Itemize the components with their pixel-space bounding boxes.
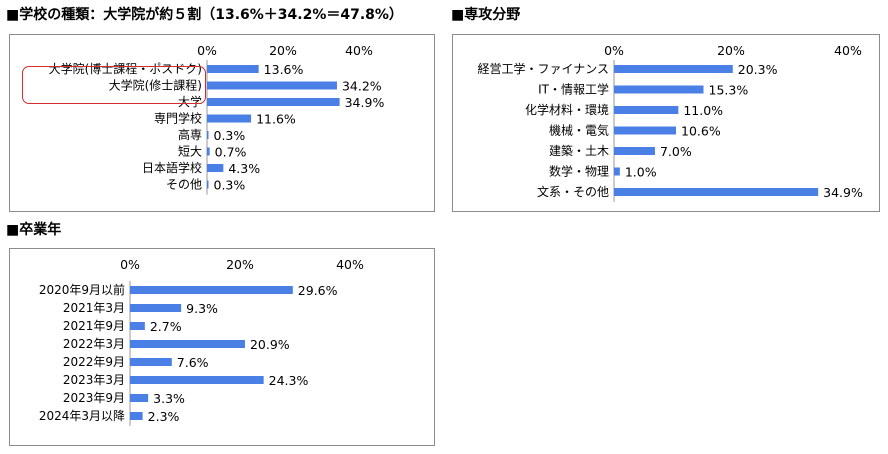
category-label: その他 — [166, 178, 202, 192]
bar — [207, 114, 252, 123]
bar — [614, 147, 655, 155]
chart-school-type: 0% 20% 40% 大学院(博士課程・ポスドク) 13.6% 大学院(修士課程) 34.2… — [49, 43, 385, 195]
data-label: 11.0% — [683, 103, 723, 118]
category-label: 短大 — [178, 145, 202, 159]
data-label: 0.3% — [214, 178, 246, 193]
x-tick-label: 20% — [226, 257, 254, 272]
chart-panel-graduation-year: 0% 20% 40% 2020年9月以前 29.6% 2021年3月 9.3% 2021年9月… — [9, 248, 435, 446]
category-label: IT・情報工学 — [538, 82, 609, 97]
bar — [207, 164, 224, 172]
bar — [130, 376, 264, 384]
category-label: 高専 — [178, 127, 202, 142]
data-label: 13.6% — [264, 62, 304, 77]
data-label: 7.6% — [177, 355, 209, 370]
data-label: 10.6% — [681, 124, 721, 139]
x-tick-label: 20% — [717, 43, 745, 58]
category-label: 数学・物理 — [549, 164, 609, 179]
category-label: 2023年9月 — [63, 391, 125, 405]
category-label: 日本語学校 — [142, 160, 202, 175]
bar — [207, 81, 337, 90]
x-tick-label: 40% — [336, 257, 364, 272]
bar — [614, 65, 733, 73]
category-label: 経営工学・ファイナンス — [477, 61, 609, 76]
category-label: 2022年9月 — [63, 355, 125, 369]
data-label: 34.9% — [345, 95, 385, 110]
data-label: 20.3% — [738, 62, 778, 77]
bar — [130, 412, 143, 420]
category-label: 建築・土木 — [549, 143, 609, 158]
bar — [130, 286, 293, 294]
chart-title-major: ■専攻分野 — [451, 7, 521, 23]
category-label: 2020年9月以前 — [39, 282, 125, 297]
category-label: 2022年3月 — [63, 337, 125, 351]
category-label: 機械・電気 — [549, 123, 609, 138]
data-label: 7.0% — [660, 144, 692, 159]
data-label: 11.6% — [256, 112, 296, 127]
bar — [614, 167, 620, 176]
category-label: 2024年3月以降 — [39, 409, 125, 423]
data-label: 34.2% — [342, 79, 382, 94]
x-tick-label: 0% — [120, 257, 140, 272]
chart-graduation-year: 0% 20% 40% 2020年9月以前 29.6% 2021年3月 9.3% 2021年9月… — [39, 257, 364, 426]
data-label: 15.3% — [709, 83, 749, 98]
chart-major: 0% 20% 40% 経営工学・ファイナンス 20.3% IT・情報工学 15.3% 化学材料… — [477, 43, 863, 202]
bar — [207, 131, 209, 139]
bar — [614, 126, 677, 135]
bar — [614, 85, 704, 94]
chart-panel-school-type: 0% 20% 40% 大学院(博士課程・ポスドク) 13.6% 大学院(修士課程) 34.2… — [9, 34, 435, 212]
data-label: 20.9% — [250, 337, 290, 352]
bar — [207, 98, 340, 106]
category-label: 専門学校 — [154, 111, 202, 126]
chart-title-school-type: ■学校の種類：大学院が約５割（13.6%＋34.2%＝47.8%） — [6, 7, 403, 23]
x-tick-label: 40% — [345, 43, 373, 58]
category-label: 大学院(修士課程) — [109, 78, 202, 93]
chart-title-graduation-year: ■卒業年 — [6, 222, 62, 238]
data-label: 3.3% — [153, 391, 185, 406]
bar — [614, 188, 819, 196]
data-label: 29.6% — [298, 283, 338, 298]
x-tick-label: 40% — [834, 43, 862, 58]
data-label: 9.3% — [186, 301, 218, 316]
data-label: 0.3% — [214, 128, 246, 143]
data-label: 34.9% — [823, 185, 863, 200]
highlight-box-graduate-school — [22, 66, 206, 104]
bar — [130, 304, 182, 312]
category-label: 大学 — [178, 94, 202, 109]
data-label: 0.7% — [215, 145, 247, 160]
category-label: 文系・その他 — [537, 184, 609, 199]
category-label: 2021年9月 — [63, 319, 125, 333]
bar — [207, 65, 259, 73]
bar — [130, 394, 149, 402]
chart-panel-major: 0% 20% 40% 経営工学・ファイナンス 20.3% IT・情報工学 15.3% 化学材料… — [452, 34, 880, 212]
bar — [130, 340, 245, 348]
category-label: 2023年3月 — [63, 373, 125, 387]
x-tick-label: 0% — [197, 43, 217, 58]
data-label: 2.7% — [150, 319, 182, 334]
x-tick-label: 0% — [604, 43, 624, 58]
category-label: 大学院(博士課程・ポスドク) — [49, 61, 202, 76]
bar — [130, 358, 172, 366]
data-label: 2.3% — [148, 409, 180, 424]
bar — [207, 147, 210, 156]
data-label: 1.0% — [625, 165, 657, 180]
bar — [207, 180, 209, 189]
category-label: 2021年3月 — [63, 301, 125, 315]
bar — [130, 322, 145, 330]
bar — [614, 106, 679, 114]
category-label: 化学材料・環境 — [525, 102, 609, 117]
x-tick-label: 20% — [269, 43, 297, 58]
data-label: 24.3% — [269, 373, 309, 388]
data-label: 4.3% — [228, 161, 260, 176]
